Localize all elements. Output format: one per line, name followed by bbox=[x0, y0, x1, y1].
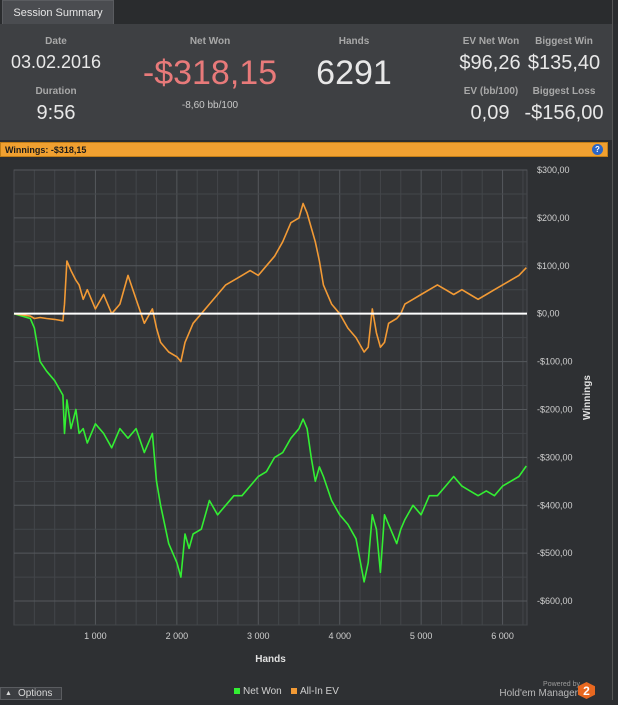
powered-by-text: Powered by bbox=[543, 681, 580, 688]
net-won-label: Net Won bbox=[189, 36, 231, 47]
chart-area: $300,00 $200,00 $100,00 $0,00 -$100,00 -$200,… bbox=[0, 160, 612, 700]
y-tick-label: -$600,00 bbox=[537, 596, 573, 606]
y-tick-label: -$400,00 bbox=[537, 500, 573, 510]
series-line-net-won bbox=[13, 312, 527, 583]
x-tick-label: 2 000 bbox=[166, 631, 189, 641]
x-tick-label: 3 000 bbox=[247, 631, 270, 641]
x-axis-label: Hands bbox=[255, 654, 286, 665]
biggest-win-label: Biggest Win bbox=[535, 36, 593, 47]
date-label: Date bbox=[45, 36, 67, 47]
x-tick-label: 4 000 bbox=[328, 631, 351, 641]
chevron-up-icon: ▲ bbox=[5, 690, 12, 697]
hem-logo-icon: 2 bbox=[578, 682, 595, 699]
session-summary-panel: Date 03.02.2016 Duration 9:56 Net Won -$… bbox=[0, 24, 612, 140]
tab-session-summary[interactable]: Session Summary bbox=[2, 0, 114, 24]
x-tick-label: 6 000 bbox=[491, 631, 514, 641]
brand-name: Hold'em Manager bbox=[499, 688, 578, 699]
legend-swatch-all-in-ev bbox=[291, 688, 297, 694]
biggest-loss-value: -$156,00 bbox=[524, 102, 604, 124]
ev-bb-label: EV (bb/100) bbox=[463, 86, 519, 97]
help-circle-icon[interactable]: ? bbox=[592, 144, 603, 155]
y-tick-label: $100,00 bbox=[537, 261, 570, 271]
winnings-text: Winnings: -$318,15 bbox=[5, 144, 87, 155]
hands-value: 6291 bbox=[316, 54, 392, 92]
y-tick-label: $0,00 bbox=[537, 309, 560, 319]
y-tick-label: -$500,00 bbox=[537, 548, 573, 558]
winnings-chart: $300,00 $200,00 $100,00 $0,00 -$100,00 -$200,… bbox=[13, 165, 593, 697]
duration-label: Duration bbox=[35, 86, 77, 97]
y-tick-label: $200,00 bbox=[537, 213, 570, 223]
window-divider bbox=[612, 0, 613, 700]
legend-label-net-won: Net Won bbox=[243, 686, 282, 697]
duration-value: 9:56 bbox=[36, 102, 76, 124]
y-tick-label: -$100,00 bbox=[537, 357, 573, 367]
ev-net-won-label: EV Net Won bbox=[462, 36, 520, 47]
ev-bb-value: 0,09 bbox=[470, 102, 510, 124]
options-button[interactable]: ▲ Options bbox=[0, 687, 62, 700]
y-tick-label: $300,00 bbox=[537, 165, 570, 175]
ev-net-won-value: $96,26 bbox=[459, 52, 521, 74]
plot-background bbox=[13, 169, 528, 626]
biggest-loss-label: Biggest Loss bbox=[532, 86, 596, 97]
x-tick-label: 5 000 bbox=[410, 631, 433, 641]
legend-label-all-in-ev: All-In EV bbox=[300, 686, 339, 697]
hands-label: Hands bbox=[338, 36, 370, 47]
date-value: 03.02.2016 bbox=[10, 52, 102, 72]
biggest-win-value: $135,40 bbox=[527, 52, 601, 74]
options-label: Options bbox=[17, 688, 53, 699]
x-tick-label: 1 000 bbox=[84, 631, 107, 641]
tab-strip: Session Summary bbox=[0, 0, 618, 24]
series-line-all-in-ev bbox=[13, 202, 527, 363]
y-axis-label: Winnings bbox=[582, 375, 593, 420]
net-won-bb-per-100: -8,60 bb/100 bbox=[181, 100, 239, 111]
y-tick-label: -$300,00 bbox=[537, 452, 573, 462]
net-won-value: -$318,15 bbox=[142, 54, 278, 92]
winnings-bar: Winnings: -$318,15 ? bbox=[0, 142, 608, 157]
legend-swatch-net-won bbox=[234, 688, 240, 694]
y-tick-label: -$200,00 bbox=[537, 404, 573, 414]
